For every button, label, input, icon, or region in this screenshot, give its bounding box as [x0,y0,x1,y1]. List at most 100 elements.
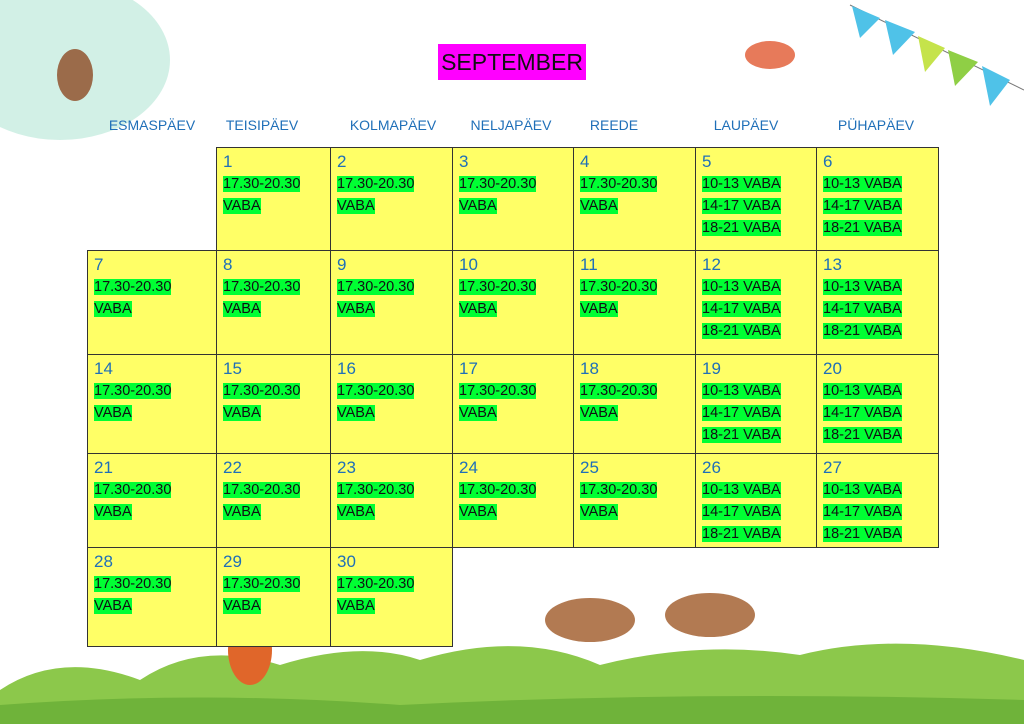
day-cell: 12 10-13 VABA 14-17 VABA 18-21 VABA [695,250,817,355]
slot: 18-21 VABA [823,424,938,446]
slot: 17.30-20.30 [459,479,573,501]
slot: 10-13 VABA [823,173,938,195]
slot: 14-17 VABA [823,298,938,320]
slot: VABA [459,402,573,424]
day-number: 20 [823,359,842,378]
slot-text: 17.30-20.30 [337,279,415,295]
slot-text: 10-13 VABA [823,279,902,295]
slot: 18-21 VABA [702,523,816,545]
slot-text: 18-21 VABA [702,526,781,542]
slot: VABA [337,298,452,320]
slot-text: 14-17 VABA [702,405,781,421]
slot-text: 18-21 VABA [823,323,902,339]
day-number: 14 [94,359,113,378]
slot: VABA [580,195,695,217]
slot: 10-13 VABA [823,479,938,501]
slot: 17.30-20.30 [94,380,216,402]
slot: 18-21 VABA [702,217,816,239]
slot-text: 17.30-20.30 [580,279,658,295]
day-number: 29 [223,552,242,571]
slot-text: VABA [94,301,132,317]
slot-text: 10-13 VABA [823,482,902,498]
day-cell: 30 17.30-20.30 VABA [330,547,453,647]
day-cell: 11 17.30-20.30 VABA [573,250,696,355]
slot-text: 14-17 VABA [823,301,902,317]
slot-text: VABA [580,301,618,317]
slot-text: 17.30-20.30 [94,482,172,498]
slot: VABA [337,595,452,617]
slot: VABA [223,298,330,320]
slot-text: 17.30-20.30 [580,482,658,498]
slot-text: 17.30-20.30 [223,482,301,498]
day-cell: 6 10-13 VABA 14-17 VABA 18-21 VABA [816,147,939,251]
day-cell: 17 17.30-20.30 VABA [452,354,574,454]
slot-text: VABA [459,301,497,317]
day-number: 17 [459,359,478,378]
day-number: 23 [337,458,356,477]
day-number: 25 [580,458,599,477]
weekday: NELJAPÄEV [470,117,552,133]
slot-text: 18-21 VABA [702,427,781,443]
slot: VABA [223,501,330,523]
slot-text: VABA [580,405,618,421]
day-number: 15 [223,359,242,378]
slot: VABA [580,402,695,424]
slot: 17.30-20.30 [580,276,695,298]
slot: 14-17 VABA [823,195,938,217]
slot-text: 14-17 VABA [702,301,781,317]
weekday: KOLMAPÄEV [349,117,437,133]
day-number: 8 [223,255,233,274]
slot: VABA [580,501,695,523]
slot-text: 17.30-20.30 [580,383,658,399]
day-cell: 5 10-13 VABA 14-17 VABA 18-21 VABA [695,147,817,251]
slot: VABA [580,298,695,320]
slot-text: 14-17 VABA [702,198,781,214]
slot: 17.30-20.30 [223,573,330,595]
slot-text: 10-13 VABA [823,176,902,192]
slot-text: 17.30-20.30 [223,576,301,592]
slot-text: VABA [223,405,261,421]
slot: 17.30-20.30 [337,479,452,501]
day-number: 19 [702,359,721,378]
slot-text: 17.30-20.30 [459,176,537,192]
day-number: 3 [459,152,469,171]
slot: 18-21 VABA [823,320,938,342]
slot: 17.30-20.30 [223,173,330,195]
day-number: 11 [580,255,598,274]
slot: 18-21 VABA [702,320,816,342]
slot-text: 17.30-20.30 [337,176,415,192]
slot: 10-13 VABA [823,276,938,298]
slot: 10-13 VABA [702,380,816,402]
slot: VABA [94,595,216,617]
slot-text: 14-17 VABA [823,504,902,520]
slot: 18-21 VABA [823,217,938,239]
slot: 17.30-20.30 [223,276,330,298]
slot: 17.30-20.30 [580,173,695,195]
slot-text: 17.30-20.30 [459,383,537,399]
slot: 18-21 VABA [702,424,816,446]
weekday: REEDE [589,117,639,133]
slot-text: 18-21 VABA [702,220,781,236]
day-number: 22 [223,458,242,477]
slot-text: 17.30-20.30 [94,383,172,399]
slot: 17.30-20.30 [337,173,452,195]
slot: VABA [337,402,452,424]
day-number: 1 [223,152,233,171]
slot-text: VABA [94,598,132,614]
day-cell: 24 17.30-20.30 VABA [452,453,574,548]
slot-text: 17.30-20.30 [337,482,415,498]
day-number: 10 [459,255,478,274]
weekday: ESMASPÄEV [108,117,196,133]
slot: VABA [223,402,330,424]
slot: 17.30-20.30 [580,479,695,501]
slot-text: VABA [337,598,375,614]
slot-text: VABA [459,504,497,520]
day-cell: 20 10-13 VABA 14-17 VABA 18-21 VABA [816,354,939,454]
slot: 17.30-20.30 [94,276,216,298]
day-number: 21 [94,458,113,477]
weekday: PÜHAPÄEV [837,117,915,133]
slot: 17.30-20.30 [94,479,216,501]
slot: 17.30-20.30 [580,380,695,402]
slot: 17.30-20.30 [459,380,573,402]
